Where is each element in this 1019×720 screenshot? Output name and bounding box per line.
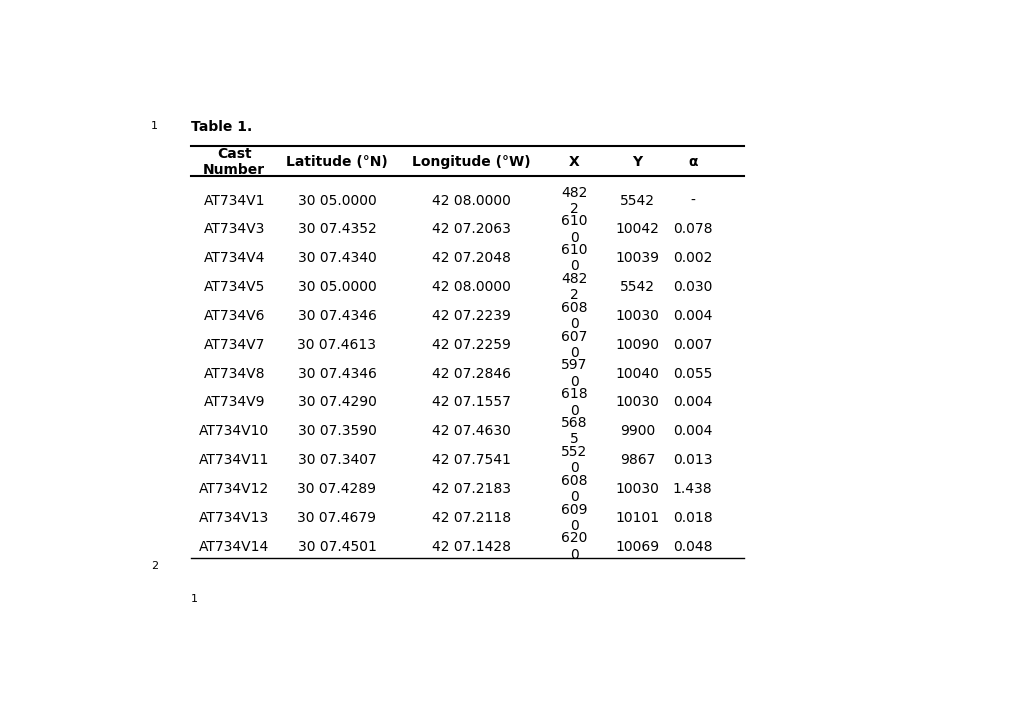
Text: 30 07.4501: 30 07.4501 <box>298 539 376 554</box>
Text: 30 05.0000: 30 05.0000 <box>298 280 376 294</box>
Text: 9867: 9867 <box>620 453 654 467</box>
Text: 608
0: 608 0 <box>560 474 587 504</box>
Text: X: X <box>569 155 579 168</box>
Text: 0.004: 0.004 <box>673 424 711 438</box>
Text: 42 08.0000: 42 08.0000 <box>431 280 511 294</box>
Text: 620
0: 620 0 <box>560 531 587 562</box>
Text: 609
0: 609 0 <box>560 503 587 533</box>
Text: 610
0: 610 0 <box>560 215 587 245</box>
Text: AT734V3: AT734V3 <box>204 222 265 236</box>
Text: 0.030: 0.030 <box>673 280 711 294</box>
Text: AT734V13: AT734V13 <box>199 510 269 525</box>
Text: 10101: 10101 <box>614 510 659 525</box>
Text: AT734V8: AT734V8 <box>203 366 265 381</box>
Text: Table 1.: Table 1. <box>191 120 252 134</box>
Text: 42 07.2118: 42 07.2118 <box>431 510 511 525</box>
Text: Latitude (°N): Latitude (°N) <box>285 155 387 168</box>
Text: Cast
Number: Cast Number <box>203 147 265 177</box>
Text: 0.004: 0.004 <box>673 309 711 323</box>
Text: 10030: 10030 <box>614 482 658 496</box>
Text: AT734V7: AT734V7 <box>204 338 265 352</box>
Text: 30 07.4346: 30 07.4346 <box>298 366 376 381</box>
Text: 30 07.4340: 30 07.4340 <box>298 251 376 265</box>
Text: 552
0: 552 0 <box>560 445 587 475</box>
Text: 0.007: 0.007 <box>673 338 711 352</box>
Text: 30 07.3407: 30 07.3407 <box>298 453 376 467</box>
Text: 42 07.1428: 42 07.1428 <box>431 539 511 554</box>
Text: 42 07.2183: 42 07.2183 <box>431 482 511 496</box>
Text: AT734V1: AT734V1 <box>203 194 265 207</box>
Text: 30 07.4352: 30 07.4352 <box>298 222 376 236</box>
Text: 30 07.4613: 30 07.4613 <box>298 338 376 352</box>
Text: 2: 2 <box>151 561 158 571</box>
Text: 42 08.0000: 42 08.0000 <box>431 194 511 207</box>
Text: 0.055: 0.055 <box>673 366 711 381</box>
Text: AT734V4: AT734V4 <box>204 251 265 265</box>
Text: 482
2: 482 2 <box>560 272 587 302</box>
Text: 42 07.7541: 42 07.7541 <box>431 453 511 467</box>
Text: 5542: 5542 <box>620 280 654 294</box>
Text: 42 07.4630: 42 07.4630 <box>431 424 511 438</box>
Text: Y: Y <box>632 155 642 168</box>
Text: 608
0: 608 0 <box>560 301 587 331</box>
Text: 0.048: 0.048 <box>673 539 711 554</box>
Text: AT734V12: AT734V12 <box>199 482 269 496</box>
Text: 0.002: 0.002 <box>673 251 711 265</box>
Text: AT734V6: AT734V6 <box>203 309 265 323</box>
Text: 482
2: 482 2 <box>560 186 587 216</box>
Text: 10039: 10039 <box>614 251 658 265</box>
Text: AT734V9: AT734V9 <box>203 395 265 410</box>
Text: Longitude (°W): Longitude (°W) <box>412 155 530 168</box>
Text: 42 07.2063: 42 07.2063 <box>431 222 511 236</box>
Text: 30 07.4679: 30 07.4679 <box>298 510 376 525</box>
Text: 9900: 9900 <box>620 424 654 438</box>
Text: 0.013: 0.013 <box>673 453 711 467</box>
Text: 30 07.4289: 30 07.4289 <box>298 482 376 496</box>
Text: 0.004: 0.004 <box>673 395 711 410</box>
Text: 42 07.2239: 42 07.2239 <box>431 309 511 323</box>
Text: 10069: 10069 <box>614 539 659 554</box>
Text: AT734V5: AT734V5 <box>204 280 265 294</box>
Text: -: - <box>690 194 695 207</box>
Text: 618
0: 618 0 <box>560 387 587 418</box>
Text: 42 07.2259: 42 07.2259 <box>431 338 511 352</box>
Text: 0.078: 0.078 <box>673 222 711 236</box>
Text: AT734V10: AT734V10 <box>199 424 269 438</box>
Text: 1.438: 1.438 <box>673 482 712 496</box>
Text: 10030: 10030 <box>614 395 658 410</box>
Text: 10042: 10042 <box>614 222 658 236</box>
Text: 10040: 10040 <box>614 366 658 381</box>
Text: 1: 1 <box>191 594 198 603</box>
Text: 30 05.0000: 30 05.0000 <box>298 194 376 207</box>
Text: 610
0: 610 0 <box>560 243 587 274</box>
Text: AT734V11: AT734V11 <box>199 453 269 467</box>
Text: 30 07.4346: 30 07.4346 <box>298 309 376 323</box>
Text: 42 07.1557: 42 07.1557 <box>431 395 511 410</box>
Text: 10030: 10030 <box>614 309 658 323</box>
Text: 5542: 5542 <box>620 194 654 207</box>
Text: 597
0: 597 0 <box>560 359 587 389</box>
Text: 1: 1 <box>151 121 158 131</box>
Text: 568
5: 568 5 <box>560 416 587 446</box>
Text: AT734V14: AT734V14 <box>199 539 269 554</box>
Text: 42 07.2048: 42 07.2048 <box>431 251 511 265</box>
Text: 30 07.4290: 30 07.4290 <box>298 395 376 410</box>
Text: 30 07.3590: 30 07.3590 <box>298 424 376 438</box>
Text: 42 07.2846: 42 07.2846 <box>431 366 511 381</box>
Text: 0.018: 0.018 <box>673 510 712 525</box>
Text: 607
0: 607 0 <box>560 330 587 360</box>
Text: α: α <box>687 155 697 168</box>
Text: 10090: 10090 <box>614 338 658 352</box>
